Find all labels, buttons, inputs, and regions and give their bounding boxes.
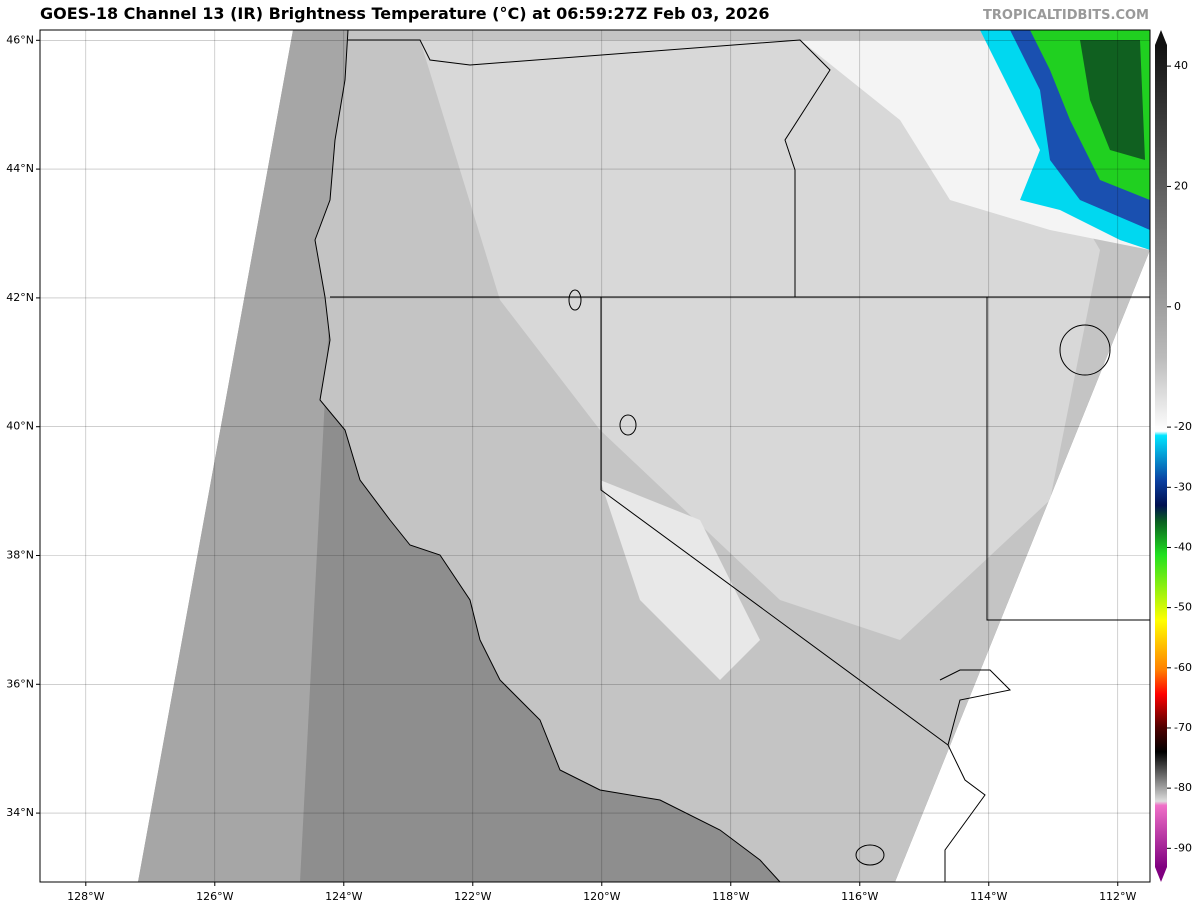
colorbar-tick-label: -30 <box>1174 480 1192 493</box>
colorbar-tick-label: -80 <box>1174 781 1192 794</box>
map-frame <box>39 29 1151 883</box>
colorbar-tick-label: -50 <box>1174 601 1192 614</box>
x-tick-label: 114°W <box>970 890 1007 903</box>
colorbar-tick-label: -60 <box>1174 661 1192 674</box>
x-tick-label: 126°W <box>196 890 233 903</box>
colorbar-tick-label: -90 <box>1174 841 1192 854</box>
colorbar-tick-label: 20 <box>1174 179 1188 192</box>
x-tick-label: 122°W <box>454 890 491 903</box>
x-tick-label: 128°W <box>67 890 104 903</box>
colorbar-tick-label: -40 <box>1174 540 1192 553</box>
colorbar-tick-label: -20 <box>1174 420 1192 433</box>
colorbar-tick-label: 40 <box>1174 59 1188 72</box>
x-tick-label: 116°W <box>841 890 878 903</box>
y-tick-label: 40°N <box>6 420 34 433</box>
colorbar-tick-label: -70 <box>1174 721 1192 734</box>
y-tick-label: 44°N <box>6 162 34 175</box>
title: GOES-18 Channel 13 (IR) Brightness Tempe… <box>40 4 769 23</box>
x-tick-label: 120°W <box>583 890 620 903</box>
x-tick-label: 118°W <box>712 890 749 903</box>
map-imagery <box>138 30 1150 882</box>
x-tick-label: 124°W <box>325 890 362 903</box>
y-tick-label: 36°N <box>6 677 34 690</box>
x-tick-label: 112°W <box>1099 890 1136 903</box>
colorbar-extend-top <box>1155 30 1167 45</box>
colorbar-tick-label: 0 <box>1174 300 1181 313</box>
y-tick-label: 38°N <box>6 548 34 561</box>
y-tick-label: 46°N <box>6 33 34 46</box>
y-tick-label: 34°N <box>6 806 34 819</box>
y-tick-label: 42°N <box>6 291 34 304</box>
colorbar <box>1155 45 1167 867</box>
colorbar-extend-bottom <box>1155 867 1167 882</box>
watermark: TROPICALTIDBITS.COM <box>983 8 1149 23</box>
